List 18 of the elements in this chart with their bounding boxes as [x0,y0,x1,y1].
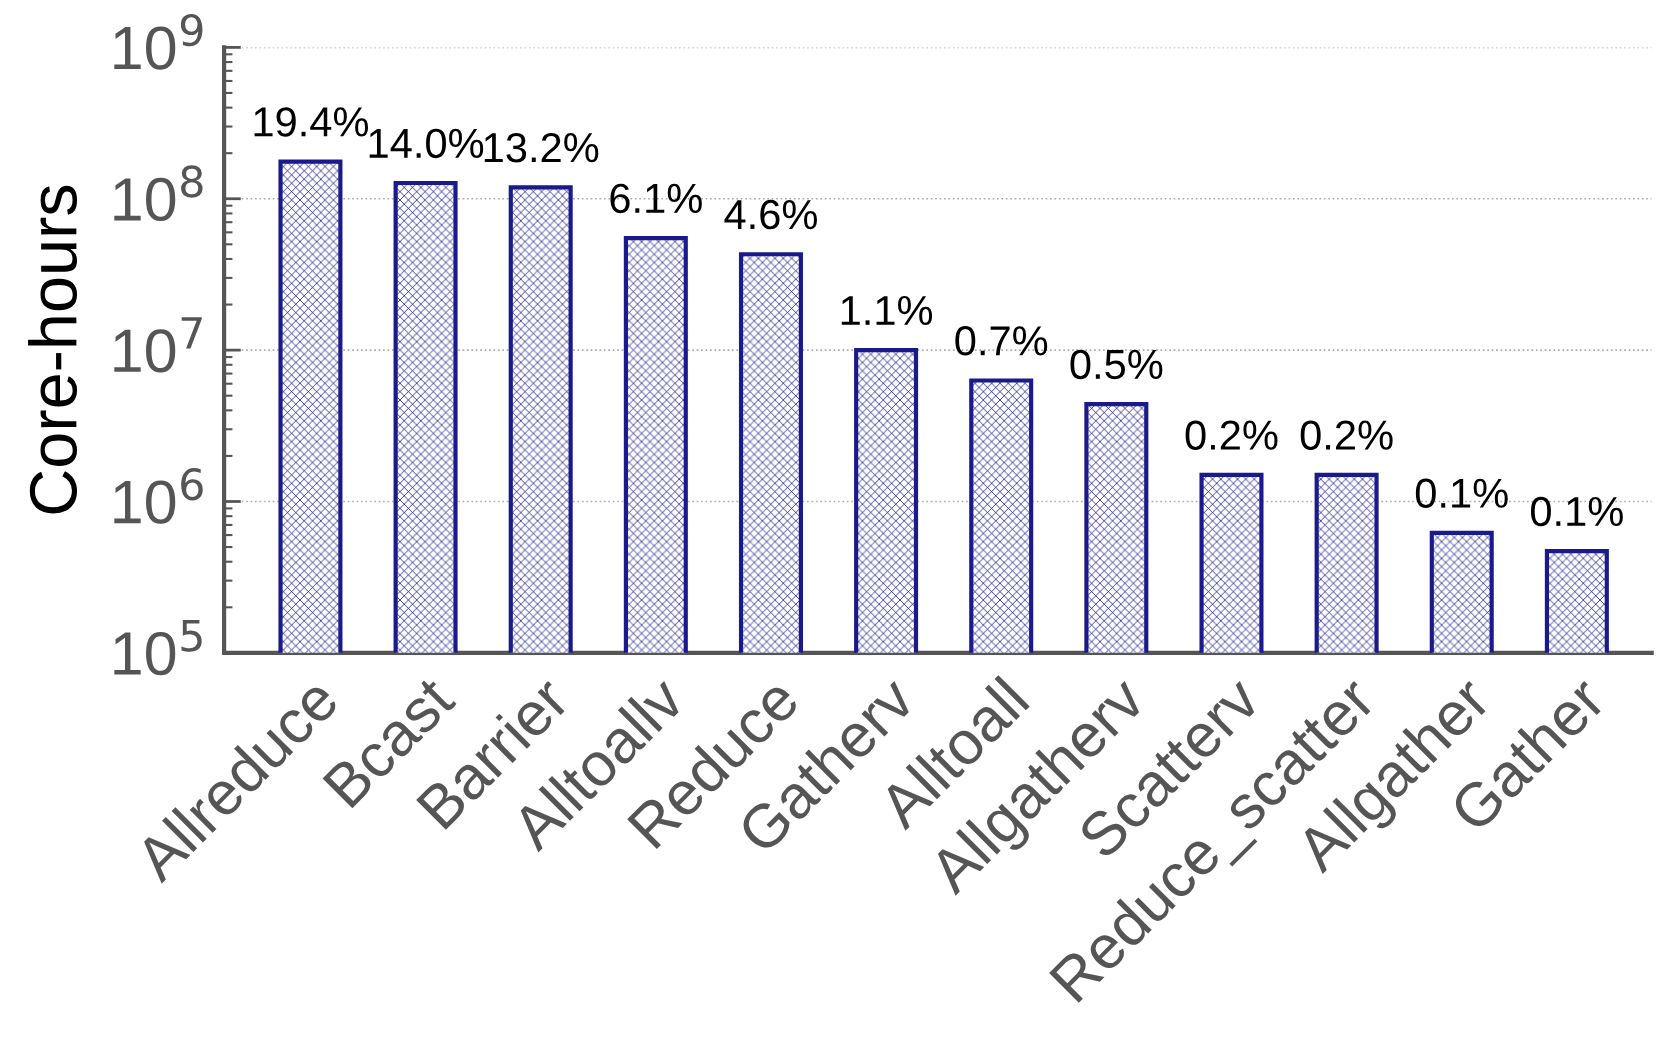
annotation: 1.1% [841,295,933,326]
y-tick-label: 10$^{6}$ [114,468,203,524]
annotation: 0.5% [1070,349,1163,380]
y-tick-label: 10$^{5}$ [114,620,202,676]
annotation: 0.1% [1415,478,1508,509]
y-tick-label: 10$^{8}$ [114,165,203,222]
annotation: 13.2% [484,132,599,163]
y-axis-title: Core-hours [28,185,78,514]
annotation: 6.1% [610,183,702,214]
y-tick-label: 10$^{7}$ [114,317,202,373]
annotation: 4.6% [724,199,817,230]
annotation: 14.0% [369,128,484,159]
y-tick-label: 10$^{9}$ [114,13,203,70]
annotation: 0.2% [1300,420,1393,450]
annotation: 0.2% [1185,420,1278,450]
annotation: 0.7% [955,326,1048,356]
annotation: 19.4% [254,107,369,137]
annotation: 0.1% [1531,496,1623,527]
